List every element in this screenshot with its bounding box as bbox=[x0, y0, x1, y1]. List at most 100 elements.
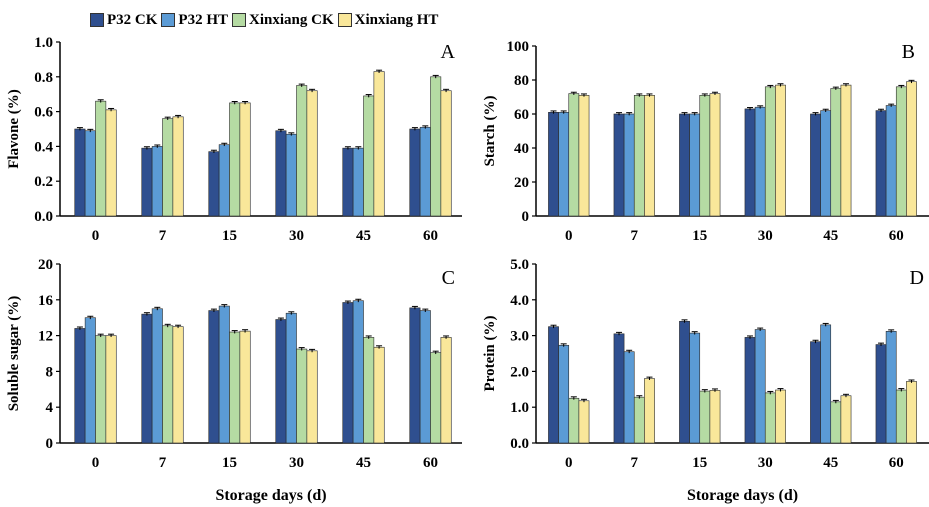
panel-a-x-tick-label: 0 bbox=[92, 228, 100, 244]
legend-item-p32-ht: P32 HT bbox=[161, 12, 228, 29]
panel-d-bar bbox=[810, 341, 821, 444]
panel-b-bar bbox=[885, 105, 897, 217]
panel-a-bar bbox=[208, 151, 220, 217]
panel-c-x-tick-label: 60 bbox=[423, 455, 438, 471]
panel-a-y-label: Flavone (%) bbox=[6, 89, 22, 169]
panel-a-y-tick-label: 0.6 bbox=[34, 105, 53, 121]
panel-d-bar bbox=[744, 337, 756, 444]
panel-d-bar bbox=[558, 344, 570, 444]
panel-d-bar bbox=[644, 378, 655, 444]
panel-a-bar bbox=[342, 147, 354, 217]
panel-c-x-tick-label: 7 bbox=[159, 455, 167, 471]
panel-a-bar bbox=[352, 147, 364, 217]
panel-c-bar bbox=[373, 346, 385, 444]
panel-c-bar bbox=[208, 310, 220, 444]
panel-a-bar bbox=[151, 146, 163, 217]
panel-d-bar bbox=[820, 324, 832, 444]
panel-c-x-tick-label: 45 bbox=[356, 455, 371, 471]
panel-c-label: C bbox=[442, 267, 455, 289]
panel-c-bar bbox=[430, 352, 442, 444]
panel-c-x-label: Storage days (d) bbox=[215, 487, 326, 504]
panel-c-bar bbox=[95, 335, 107, 444]
legend-swatch bbox=[90, 13, 104, 27]
legend-label: Xinxiang HT bbox=[354, 11, 439, 28]
panel-c-bar bbox=[239, 330, 251, 444]
panel-c-bar bbox=[419, 310, 431, 444]
panel-c-bar bbox=[363, 337, 375, 444]
panel-d-bar bbox=[875, 344, 887, 444]
panel-b-x-tick-label: 45 bbox=[823, 228, 838, 244]
panel-c-x-tick-label: 0 bbox=[92, 455, 100, 471]
panel-b-bar bbox=[558, 112, 570, 217]
panel-a-bar bbox=[95, 100, 107, 217]
panel-c-bar bbox=[275, 319, 287, 444]
panel-d-x-tick-label: 15 bbox=[692, 455, 707, 471]
panel-c-bar bbox=[440, 337, 452, 444]
panel-b-y-tick-label: 20 bbox=[514, 175, 529, 191]
panel-a-x-tick-label: 45 bbox=[356, 228, 371, 244]
panel-b-bar bbox=[895, 86, 907, 217]
panel-b-bar bbox=[679, 113, 690, 217]
panel-c-bar bbox=[172, 326, 184, 444]
panel-d-bar bbox=[548, 326, 559, 444]
panel-d-y-label: Protein (%) bbox=[482, 316, 498, 392]
panel-a-x-tick-label: 7 bbox=[159, 228, 167, 244]
panel-a-y-tick-label: 1.0 bbox=[34, 35, 53, 51]
panel-b-bar bbox=[875, 110, 887, 217]
panel-a-bar bbox=[419, 126, 431, 217]
panel-a-x-tick-label: 15 bbox=[222, 228, 237, 244]
panel-a-y-tick-label: 0.0 bbox=[34, 209, 53, 225]
panel-c-x-tick-label: 15 bbox=[222, 455, 237, 471]
panel-d-bar bbox=[830, 401, 842, 444]
panel-d-x-tick-label: 0 bbox=[565, 455, 573, 471]
panel-c-y-tick-label: 0 bbox=[46, 436, 54, 452]
panel-a-bar bbox=[440, 90, 452, 217]
panel-a-y-tick-label: 0.4 bbox=[34, 139, 53, 155]
panel-c-bar bbox=[84, 317, 96, 444]
panel-b-bar bbox=[744, 108, 756, 217]
panel-c-bar bbox=[296, 348, 308, 444]
panel-d-y-tick-label: 0.0 bbox=[510, 436, 529, 452]
panel-a-bar bbox=[373, 71, 385, 217]
panel-a-bar bbox=[218, 144, 230, 217]
panel-a-bar bbox=[306, 90, 318, 217]
panel-b-bar bbox=[623, 113, 635, 217]
panel-d-x-tick-label: 7 bbox=[631, 455, 639, 471]
panel-d-y-tick-label: 5.0 bbox=[510, 257, 529, 273]
panel-b-bar bbox=[709, 93, 721, 217]
legend: P32 CK P32 HT Xinxiang CK Xinxiang HT bbox=[90, 9, 442, 31]
panel-b-x-tick-label: 60 bbox=[889, 228, 904, 244]
panel-c-bar bbox=[74, 328, 86, 444]
panel-c-bar bbox=[218, 305, 230, 444]
panel-a-bar bbox=[74, 128, 86, 217]
panel-d-y-tick-label: 4.0 bbox=[510, 293, 529, 309]
panel-b-bar bbox=[644, 95, 655, 217]
panel-a-bar bbox=[430, 76, 442, 217]
panel-b-y-tick-label: 0 bbox=[522, 209, 530, 225]
panel-c-y-tick-label: 8 bbox=[46, 364, 54, 380]
panel-c-y-tick-label: 4 bbox=[46, 400, 54, 416]
panel-a-bar bbox=[84, 130, 96, 217]
panel-b-bar bbox=[689, 113, 701, 217]
panel-a-y-tick-label: 0.2 bbox=[34, 174, 53, 190]
panel-c-bar bbox=[229, 331, 241, 444]
panel-b-x-tick-label: 30 bbox=[758, 228, 773, 244]
panel-b-bar bbox=[754, 106, 766, 217]
panel-a-bar bbox=[229, 102, 241, 217]
panel-b-x-tick-label: 0 bbox=[565, 228, 573, 244]
panel-d-x-label: Storage days (d) bbox=[687, 487, 798, 504]
panel-d-y-tick-label: 2.0 bbox=[510, 364, 529, 380]
panel-a-label: A bbox=[441, 41, 456, 63]
panel-b-y-tick-label: 100 bbox=[507, 39, 530, 55]
panel-b-y-tick-label: 60 bbox=[514, 107, 529, 123]
panel-d-bar bbox=[568, 397, 580, 444]
panel-a-bar bbox=[285, 133, 297, 217]
panel-c-bar bbox=[352, 300, 364, 444]
panel-a-bar bbox=[275, 130, 287, 217]
panel-d-bar bbox=[699, 390, 711, 444]
legend-swatch bbox=[161, 13, 176, 27]
panel-b-bar bbox=[906, 81, 917, 217]
panel-d-bar bbox=[633, 396, 645, 444]
panel-c-y-label: Soluble sugar (%) bbox=[6, 296, 22, 412]
panel-d-bar bbox=[906, 381, 917, 444]
